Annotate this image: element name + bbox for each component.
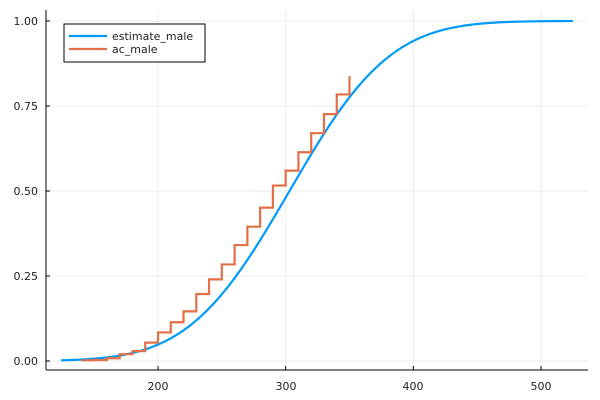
legend-box [63, 23, 206, 63]
grid-lines [46, 10, 588, 370]
axes [45, 10, 588, 371]
legend-label-ac-male: ac_male [112, 43, 158, 56]
x-axis-ticks: 200 300 400 500 [148, 380, 552, 393]
x-tick-label: 400 [403, 380, 424, 393]
x-tick-label: 300 [276, 380, 297, 393]
ac-male-step-line [81, 76, 351, 362]
y-tick-label: 1.00 [14, 15, 39, 28]
legend-label-estimate-male: estimate_male [112, 30, 193, 43]
y-tick-label: 0.75 [14, 100, 39, 113]
y-axis-ticks: 0.00 0.25 0.50 0.75 1.00 [14, 15, 39, 368]
y-tick-label: 0.25 [14, 270, 39, 283]
x-tick-label: 500 [531, 380, 552, 393]
y-tick-label: 0.50 [14, 185, 39, 198]
series-layer [60, 19, 573, 362]
y-tick-label: 0.00 [14, 355, 39, 368]
x-tick-label: 200 [148, 380, 169, 393]
legend: estimate_male ac_male [63, 23, 206, 63]
